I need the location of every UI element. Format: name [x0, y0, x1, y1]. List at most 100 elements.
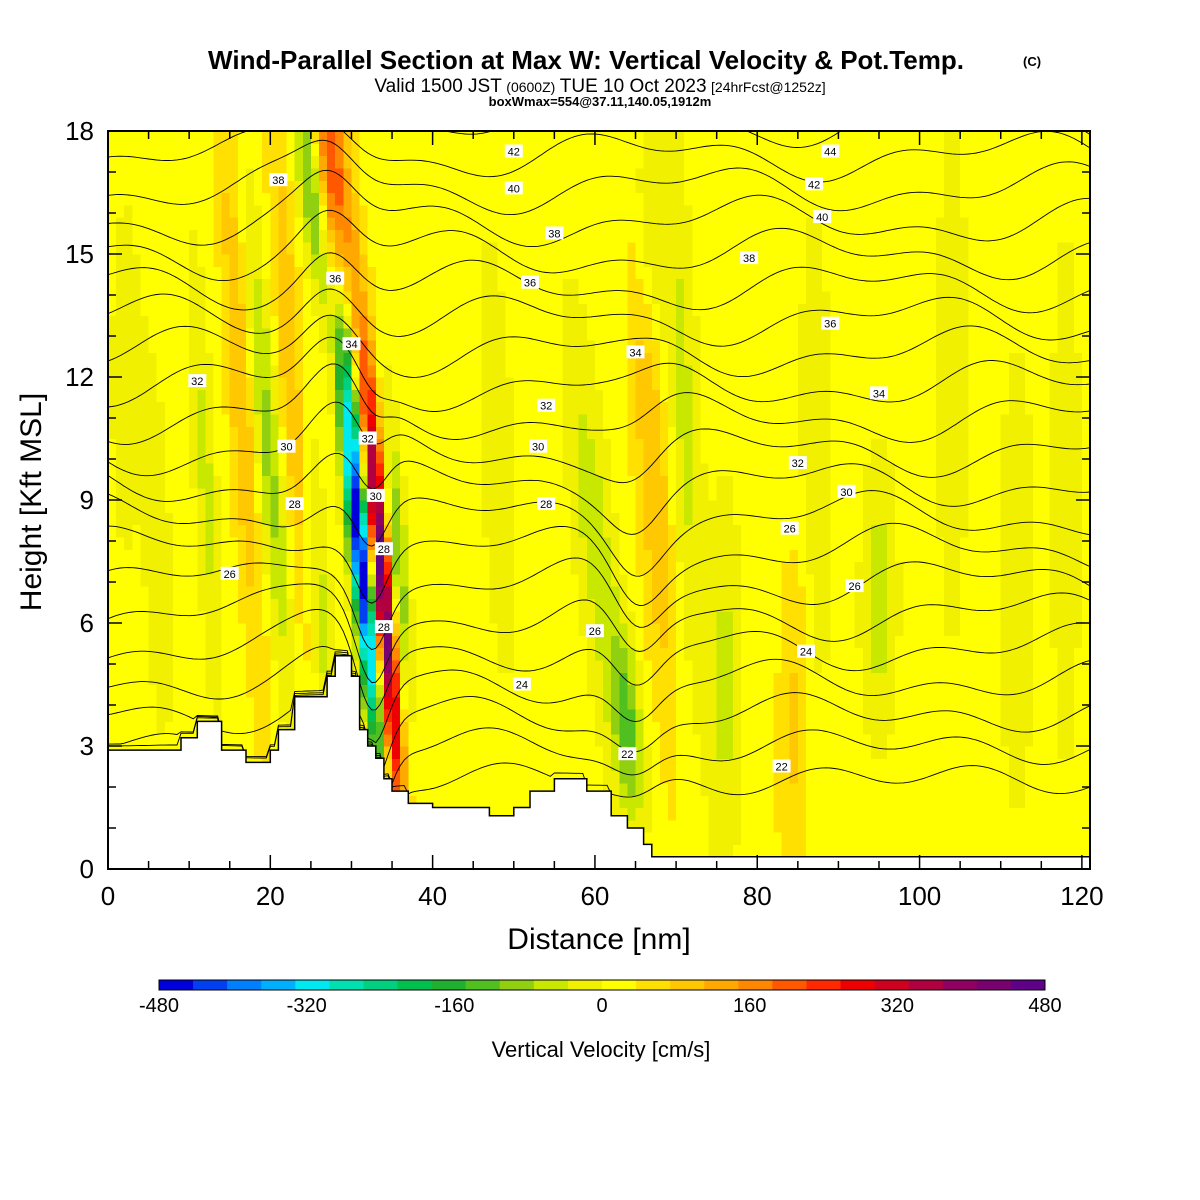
w-cell — [148, 536, 158, 550]
w-cell — [789, 659, 799, 673]
w-cell — [1057, 623, 1067, 636]
w-cell — [164, 487, 174, 501]
w-cell — [659, 807, 669, 821]
w-cell — [935, 586, 945, 599]
w-cell — [132, 672, 142, 686]
w-cell — [327, 475, 336, 489]
w-cell — [854, 721, 864, 735]
w-cell — [805, 844, 815, 858]
w-cell — [124, 647, 133, 661]
w-cell — [935, 647, 945, 661]
w-cell — [408, 610, 417, 624]
w-cell — [448, 709, 458, 722]
w-cell — [960, 647, 969, 661]
w-cell — [1000, 487, 1010, 501]
w-cell — [367, 438, 377, 452]
w-cell — [148, 413, 158, 427]
w-cell — [319, 659, 328, 673]
w-cell — [838, 819, 848, 833]
w-cell — [1041, 500, 1051, 513]
w-cell — [327, 389, 336, 403]
w-cell — [765, 647, 775, 661]
w-cell — [1025, 795, 1034, 809]
w-cell — [546, 635, 555, 649]
w-cell — [659, 770, 669, 784]
w-cell — [448, 549, 458, 563]
w-cell — [481, 598, 491, 612]
w-cell — [952, 782, 961, 796]
w-cell — [1073, 709, 1083, 722]
w-cell — [343, 389, 353, 403]
w-cell — [1041, 709, 1051, 722]
w-cell — [854, 758, 864, 772]
w-cell — [229, 573, 239, 587]
w-cell — [1016, 450, 1026, 464]
w-cell — [765, 782, 775, 796]
w-cell — [586, 500, 596, 513]
w-cell — [1041, 586, 1051, 599]
w-cell — [367, 536, 377, 550]
w-cell — [878, 377, 888, 390]
w-cell — [237, 635, 247, 649]
w-cell — [546, 770, 555, 784]
w-cell — [408, 782, 417, 796]
w-cell — [862, 401, 872, 415]
w-cell — [1041, 536, 1051, 550]
w-cell — [741, 647, 750, 661]
w-cell — [1033, 709, 1042, 722]
w-cell — [546, 487, 555, 501]
w-cell — [651, 536, 661, 550]
w-cell — [1016, 549, 1026, 563]
w-cell — [538, 561, 547, 575]
w-cell — [700, 610, 710, 624]
w-cell — [635, 758, 645, 772]
w-cell — [108, 401, 117, 415]
w-cell — [383, 659, 393, 673]
w-cell — [749, 696, 758, 710]
w-cell — [878, 364, 888, 378]
w-cell — [659, 832, 669, 845]
w-cell — [992, 549, 1002, 563]
w-cell — [1081, 401, 1090, 415]
w-cell — [392, 500, 401, 513]
w-cell — [708, 647, 718, 661]
w-cell — [335, 413, 344, 427]
w-cell — [749, 672, 758, 686]
w-cell — [659, 524, 669, 538]
w-cell — [1000, 512, 1010, 526]
w-cell — [245, 746, 255, 759]
w-cell — [838, 623, 848, 636]
w-cell — [286, 659, 296, 673]
w-cell — [919, 500, 929, 513]
w-cell — [611, 610, 620, 624]
w-cell — [164, 549, 174, 563]
w-cell — [489, 746, 499, 759]
w-cell — [172, 598, 182, 612]
w-cell — [164, 401, 174, 415]
w-cell — [854, 819, 864, 833]
w-cell — [513, 389, 523, 403]
w-cell — [667, 401, 677, 415]
w-cell — [213, 450, 223, 464]
w-cell — [416, 438, 426, 452]
w-cell — [911, 401, 921, 415]
w-cell — [164, 721, 174, 735]
w-cell — [635, 450, 645, 464]
w-cell — [400, 475, 409, 489]
w-cell — [343, 413, 353, 427]
w-cell — [594, 536, 604, 550]
w-cell — [789, 364, 799, 378]
w-cell — [489, 463, 499, 476]
w-cell — [1016, 573, 1026, 587]
w-cell — [538, 782, 547, 796]
w-cell — [473, 438, 482, 452]
w-cell — [140, 635, 150, 649]
w-cell — [343, 487, 353, 501]
w-cell — [659, 573, 669, 587]
w-cell — [448, 487, 458, 501]
w-cell — [603, 598, 612, 612]
w-cell — [716, 573, 726, 587]
w-cell — [530, 500, 539, 513]
w-cell — [732, 782, 742, 796]
w-cell — [635, 500, 645, 513]
